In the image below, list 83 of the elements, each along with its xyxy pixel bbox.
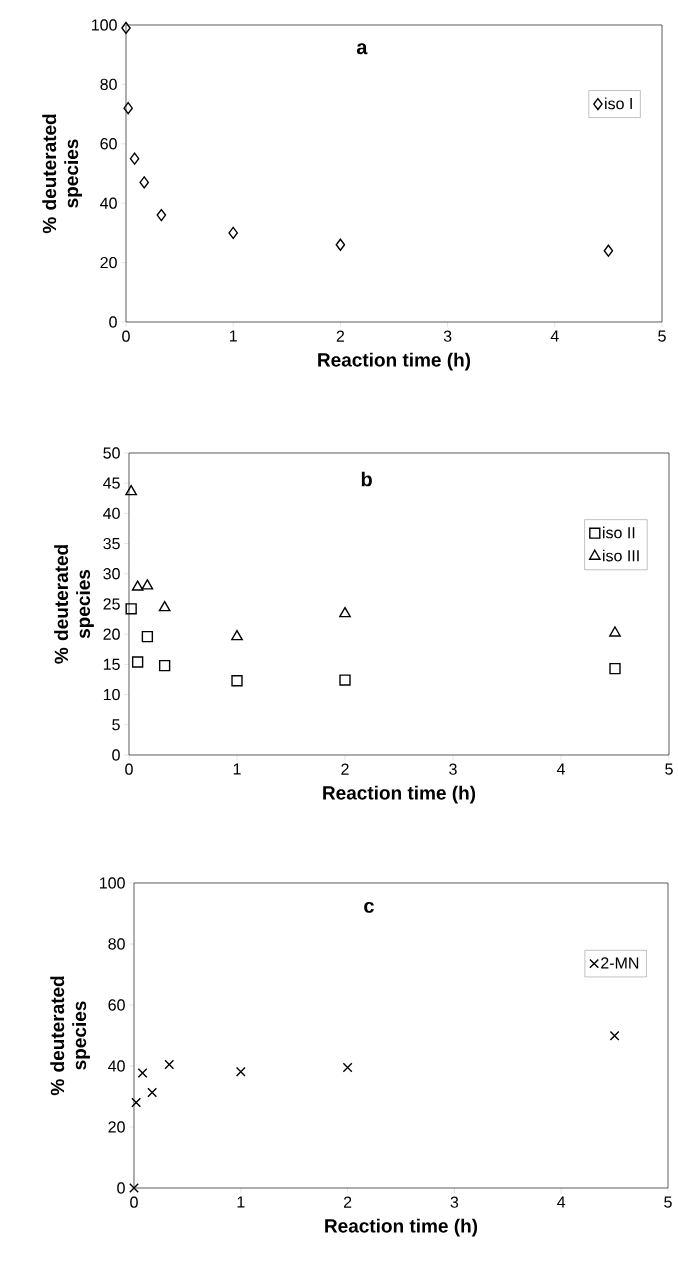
y-tick-label: 40 bbox=[108, 1060, 125, 1072]
x-axis-title: Reaction time (h) bbox=[323, 785, 476, 804]
y-axis-title: % deuterated species bbox=[42, 114, 82, 234]
y-tick-label: 60 bbox=[108, 999, 125, 1011]
point bbox=[137, 1068, 148, 1078]
x-tick-label: 5 bbox=[665, 763, 673, 775]
point bbox=[123, 101, 133, 115]
y-tick-label: 100 bbox=[100, 877, 125, 889]
y-tick-label: 45 bbox=[103, 477, 120, 489]
point bbox=[228, 226, 239, 240]
point bbox=[609, 1030, 620, 1041]
point bbox=[158, 659, 171, 672]
point bbox=[335, 238, 346, 251]
y-tick-label: 20 bbox=[100, 256, 117, 269]
point bbox=[231, 629, 243, 641]
y-tick-label: 0 bbox=[117, 1182, 125, 1194]
point bbox=[125, 484, 138, 496]
y-tick-label: 100 bbox=[92, 19, 117, 31]
y-axis-title: % deuterated species bbox=[54, 545, 94, 664]
y-tick-label: 40 bbox=[100, 197, 117, 209]
point bbox=[131, 1097, 142, 1108]
point bbox=[141, 630, 154, 643]
point bbox=[339, 606, 351, 618]
x-tick-label: 1 bbox=[233, 763, 241, 775]
x-tick-label: 5 bbox=[658, 330, 666, 342]
point bbox=[156, 208, 167, 222]
point bbox=[609, 662, 621, 675]
x-tick-label: 2 bbox=[341, 763, 349, 775]
y-tick-label: 60 bbox=[100, 138, 117, 150]
y-tick-label: 80 bbox=[100, 78, 117, 91]
point bbox=[131, 656, 144, 668]
point bbox=[121, 21, 131, 35]
legend-label: iso II bbox=[603, 526, 635, 539]
x-axis-title: Reaction time (h) bbox=[325, 1218, 478, 1237]
x-tick-label: 2 bbox=[336, 330, 345, 342]
point bbox=[129, 1183, 139, 1193]
y-tick-label: 40 bbox=[103, 507, 120, 520]
x-tick-label: 1 bbox=[229, 330, 237, 342]
y-tick-label: 20 bbox=[108, 1121, 125, 1133]
legend-label: iso I bbox=[605, 97, 632, 110]
x-tick-label: 0 bbox=[125, 763, 133, 775]
y-tick-label: 30 bbox=[103, 568, 120, 580]
point bbox=[164, 1059, 175, 1070]
x-tick-label: 0 bbox=[130, 1196, 138, 1208]
y-tick-label: 0 bbox=[109, 316, 117, 328]
x-axis-title: Reaction time (h) bbox=[318, 352, 471, 371]
x-tick-label: 2 bbox=[343, 1196, 352, 1208]
y-tick-label: 10 bbox=[103, 688, 120, 701]
point bbox=[131, 580, 144, 591]
point bbox=[141, 579, 154, 590]
y-tick-label: 80 bbox=[108, 938, 125, 950]
legend-label: iso III bbox=[603, 549, 639, 562]
text: a bbox=[356, 43, 368, 55]
point bbox=[125, 603, 137, 615]
x-tick-label: 4 bbox=[550, 330, 559, 342]
y-tick-label: 50 bbox=[103, 447, 120, 459]
x-tick-label: 5 bbox=[664, 1196, 672, 1208]
y-tick-label: 35 bbox=[103, 537, 120, 550]
y-tick-label: 0 bbox=[112, 749, 120, 761]
y-tick-label: 15 bbox=[103, 658, 120, 670]
text: b bbox=[361, 471, 372, 487]
x-tick-label: 3 bbox=[450, 1196, 459, 1208]
point bbox=[609, 626, 621, 637]
point bbox=[603, 244, 614, 257]
point bbox=[339, 674, 351, 686]
point bbox=[147, 1087, 158, 1098]
y-tick-label: 5 bbox=[112, 719, 120, 731]
text: c bbox=[364, 901, 374, 913]
point bbox=[158, 600, 171, 612]
x-tick-label: 1 bbox=[237, 1196, 245, 1208]
legend-label: 2-MN bbox=[601, 957, 639, 969]
y-tick-label: 20 bbox=[103, 628, 120, 640]
point bbox=[235, 1066, 246, 1077]
x-tick-label: 4 bbox=[556, 763, 565, 775]
point bbox=[231, 675, 243, 687]
point bbox=[139, 176, 150, 189]
x-tick-label: 3 bbox=[443, 330, 452, 342]
x-tick-label: 4 bbox=[557, 1196, 566, 1208]
y-axis-title: % deuterated species bbox=[50, 976, 90, 1096]
x-tick-label: 3 bbox=[449, 763, 457, 775]
point bbox=[129, 152, 140, 165]
point bbox=[342, 1062, 353, 1073]
y-tick-label: 25 bbox=[103, 598, 120, 610]
